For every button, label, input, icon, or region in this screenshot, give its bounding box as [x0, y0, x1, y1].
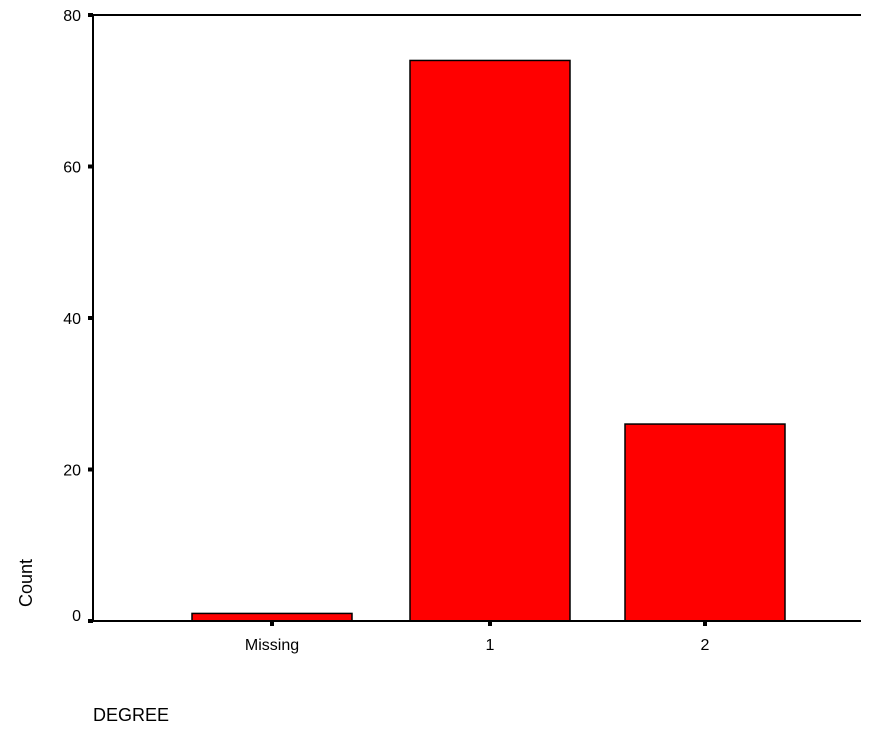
x-axis-title: DEGREE: [93, 705, 169, 725]
y-tick-label: 20: [63, 463, 81, 480]
bar-2: [624, 423, 786, 622]
y-tick-label: 0: [72, 608, 81, 625]
y-ticks-group: 0 20 40 60 80: [63, 8, 93, 625]
x-ticks-group: Missing 1 2: [245, 621, 710, 654]
bar-1: [409, 59, 571, 622]
y-axis-title: Count: [16, 559, 36, 607]
x-tick-label: Missing: [245, 637, 299, 654]
bars-group: [191, 59, 786, 622]
y-tick-label: 80: [63, 8, 81, 25]
x-tick-label: 2: [701, 637, 710, 654]
bar-missing: [191, 612, 353, 622]
y-tick-label: 40: [63, 311, 81, 328]
x-tick-label: 1: [486, 637, 495, 654]
y-tick-label: 60: [63, 160, 81, 177]
